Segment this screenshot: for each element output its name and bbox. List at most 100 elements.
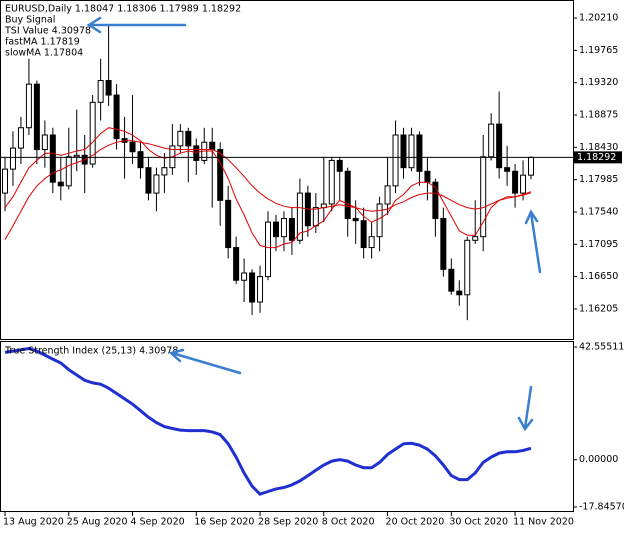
signal-text: Buy Signal (5, 15, 55, 26)
line-series (4, 346, 532, 496)
candle-body (49, 134, 56, 183)
candle-body (225, 199, 232, 249)
candle-body (161, 167, 168, 176)
candle-body (9, 147, 16, 170)
candle-body (57, 181, 64, 187)
fast-ma-value: fastMA 1.17819 (5, 37, 80, 48)
x-tick-label: 16 Sep 2020 (194, 517, 254, 528)
candle-body (440, 218, 447, 270)
candle-body (65, 156, 72, 187)
candle-body (185, 130, 192, 147)
candle-body (528, 156, 535, 176)
tsi-value: TSI Value 4.30978 (4, 26, 91, 37)
candle-body (432, 181, 439, 220)
y-tick-label: 1.17540 (579, 206, 618, 217)
y-tick-label: 1.16650 (579, 271, 618, 282)
candle-body (416, 134, 423, 172)
indicator-panel-frame (0, 341, 574, 512)
candle-body (488, 123, 495, 158)
candle-body (480, 156, 487, 238)
candle-body (129, 141, 136, 153)
arrow (524, 209, 542, 274)
candle-body (272, 221, 279, 238)
symbol-info: EURUSD,Daily 1.18047 1.18306 1.17989 1.1… (5, 4, 241, 15)
candle-body (137, 151, 144, 169)
candle-body (265, 221, 272, 278)
candle-body (456, 290, 463, 296)
candle-body (504, 167, 511, 172)
line-series (4, 140, 532, 240)
candle-body (280, 218, 287, 238)
candle-body (209, 141, 216, 151)
candle-body (352, 218, 359, 222)
candle-body (312, 207, 319, 227)
y-tick-label: 1.17095 (579, 239, 618, 250)
candle-body (336, 159, 343, 172)
y-tick-label: 1.17985 (579, 174, 618, 185)
candle-body (392, 134, 399, 187)
line-series (4, 127, 532, 249)
y-tick-label: -17.84570 (579, 502, 624, 513)
candle-body (368, 236, 375, 249)
arrow (86, 16, 187, 34)
candle-body (105, 80, 112, 96)
x-tick-label: 28 Sep 2020 (258, 517, 318, 528)
annotation-arrows (86, 16, 542, 432)
candle-body (520, 174, 527, 194)
candle-body (193, 145, 200, 161)
y-tick-label: 1.20210 (579, 13, 618, 24)
y-tick-label: 42.55511 (579, 342, 624, 353)
candle-body (464, 239, 471, 296)
candle-body (217, 149, 224, 201)
x-tick-label: 25 Aug 2020 (67, 517, 128, 528)
candle-body (472, 236, 479, 241)
candle-body (360, 220, 367, 249)
main-panel-frame (0, 0, 574, 340)
y-tick-label: 1.18875 (579, 110, 618, 121)
candle-body (400, 134, 407, 169)
arrow (517, 385, 534, 432)
candle-body (496, 123, 503, 169)
candle-body (17, 127, 24, 149)
candle-body (113, 94, 120, 140)
candle-body (89, 101, 96, 165)
candle-body (145, 167, 152, 194)
y-tick-label: 0.00000 (579, 454, 618, 465)
candle-body (424, 170, 431, 183)
x-tick-label: 11 Nov 2020 (513, 517, 574, 528)
candle-body (177, 130, 184, 147)
candle-body (153, 174, 160, 194)
candle-body (33, 83, 40, 151)
arrow (168, 348, 242, 375)
candle-body (41, 134, 48, 151)
candle-body (25, 83, 32, 129)
x-tick-label: 30 Oct 2020 (449, 517, 508, 528)
candle-body (512, 170, 519, 194)
y-tick-label: 1.19765 (579, 45, 618, 56)
candle-body (408, 134, 415, 169)
candle-body (241, 272, 248, 281)
candle-body (233, 247, 240, 281)
candle-body (384, 185, 391, 205)
candle-body (296, 192, 303, 241)
x-tick-label: 20 Oct 2020 (386, 517, 445, 528)
candle-body (2, 168, 8, 194)
x-tick-label: 13 Aug 2020 (3, 517, 64, 528)
candle-body (288, 218, 295, 241)
candle-body (376, 203, 383, 238)
candle-body (97, 80, 104, 103)
slow-ma-value: slowMA 1.17804 (5, 48, 83, 59)
y-tick-label: 1.18430 (579, 142, 618, 153)
last-price-box (574, 151, 622, 164)
candle-body (249, 272, 256, 303)
candle-body (344, 170, 351, 220)
y-tick-label: 1.19320 (579, 77, 618, 88)
y-tick-label: 1.16205 (579, 303, 618, 314)
x-tick-label: 4 Sep 2020 (131, 517, 185, 528)
candle-body (257, 276, 264, 303)
last-price-label: 1.18292 (577, 152, 616, 163)
x-tick-label: 8 Oct 2020 (322, 517, 375, 528)
indicator-title: True Strength Index (25,13) 4.30978 (4, 346, 178, 357)
